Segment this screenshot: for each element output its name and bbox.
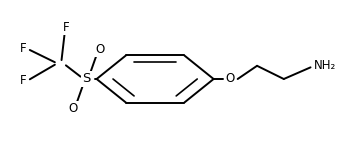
Text: O: O [69,102,78,115]
Text: S: S [82,73,91,85]
Text: F: F [20,42,26,55]
Text: F: F [63,21,70,34]
Text: O: O [95,43,105,56]
Text: O: O [226,73,235,85]
Text: NH₂: NH₂ [314,59,336,72]
Text: F: F [20,74,26,87]
